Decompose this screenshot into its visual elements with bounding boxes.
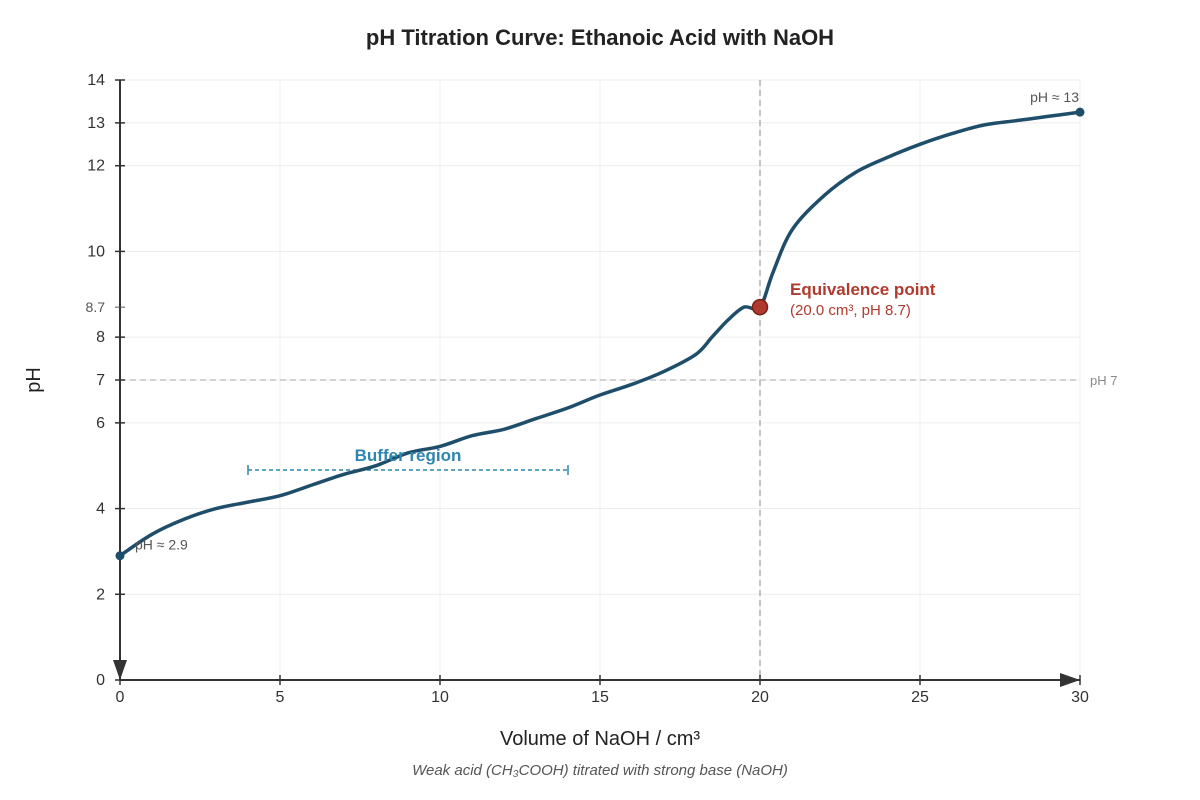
y-tick-label: 7 <box>96 372 105 389</box>
chart-caption: Weak acid (CH₃COOH) titrated with strong… <box>412 762 788 779</box>
equivalence-point <box>751 298 769 316</box>
start-point <box>115 551 125 561</box>
axes <box>113 80 1080 687</box>
ph7-label: pH 7 <box>1090 373 1117 388</box>
x-tick-label: 10 <box>431 689 449 706</box>
y-tick-label: 12 <box>87 158 105 175</box>
buffer-region <box>247 465 569 475</box>
buffer-label: Buffer region <box>355 446 462 465</box>
end-ph-label: pH ≈ 13 <box>1030 89 1079 105</box>
equivalence-detail: (20.0 cm³, pH 8.7) <box>790 302 911 319</box>
annotation-labels: pH ≈ 2.9 pH ≈ 13 pH 7 Buffer region Equivale… <box>135 89 1117 553</box>
y-tick-label: 13 <box>87 115 105 132</box>
end-point <box>1075 107 1085 117</box>
y-axis-arrow <box>113 660 127 680</box>
chart-title: pH Titration Curve: Ethanoic Acid with N… <box>366 25 834 50</box>
y-tick-label: 2 <box>96 586 105 603</box>
y-tick-label: 0 <box>96 672 105 689</box>
y-tick-label: 10 <box>87 243 105 260</box>
point-marks <box>115 107 1085 561</box>
y-axis-title: pH <box>23 367 45 393</box>
series <box>118 110 1082 558</box>
y-tick-label-minor: 8.7 <box>86 299 106 315</box>
equivalence-title: Equivalence point <box>790 280 936 299</box>
titration-curve <box>118 110 1082 558</box>
y-tick-label: 14 <box>87 72 105 89</box>
x-tick-label: 0 <box>116 689 125 706</box>
ticks: 0 5 10 15 20 25 30 0 2 4 6 7 8 10 12 13 14 8.7 <box>86 72 1089 706</box>
y-tick-label: 4 <box>96 501 105 518</box>
x-tick-label: 25 <box>911 689 929 706</box>
x-axis-title: Volume of NaOH / cm³ <box>500 728 700 750</box>
x-tick-label: 20 <box>751 689 769 706</box>
x-tick-label: 5 <box>276 689 285 706</box>
y-tick-label: 6 <box>96 415 105 432</box>
x-tick-label: 30 <box>1071 689 1089 706</box>
start-ph-label: pH ≈ 2.9 <box>135 537 188 553</box>
reference-lines <box>120 80 1080 680</box>
y-tick-label: 8 <box>96 329 105 346</box>
x-axis-arrow <box>1060 673 1080 687</box>
x-tick-label: 15 <box>591 689 609 706</box>
